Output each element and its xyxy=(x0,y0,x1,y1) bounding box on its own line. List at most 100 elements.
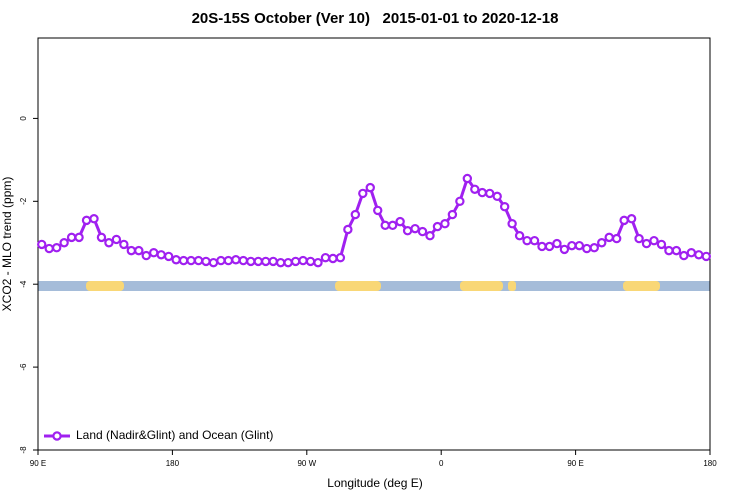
data-point xyxy=(253,256,263,267)
x-axis-label: Longitude (deg E) xyxy=(327,476,422,490)
land-band xyxy=(86,281,124,291)
x-tick-label: 0 xyxy=(439,459,444,468)
land-band xyxy=(335,281,381,291)
data-point xyxy=(134,245,144,256)
data-point xyxy=(589,243,599,253)
data-point xyxy=(305,256,316,267)
data-point xyxy=(679,250,689,261)
y-tick-label: 0 xyxy=(19,116,28,121)
data-point xyxy=(559,244,570,255)
x-tick-label: 90 E xyxy=(567,459,583,468)
land-band xyxy=(508,281,516,291)
data-point xyxy=(163,251,174,262)
data-point xyxy=(537,241,547,252)
x-tick-label: 90 E xyxy=(30,459,46,468)
data-point xyxy=(171,255,181,265)
data-point xyxy=(246,256,256,267)
x-tick-label: 90 W xyxy=(297,459,316,468)
data-point xyxy=(380,220,390,231)
data-point xyxy=(387,220,398,231)
data-point xyxy=(320,252,331,263)
data-point xyxy=(619,215,629,226)
data-point xyxy=(462,173,473,184)
data-point xyxy=(141,250,151,261)
data-point xyxy=(694,250,704,260)
data-point xyxy=(470,184,480,194)
y-tick-label: -4 xyxy=(19,280,28,288)
data-point xyxy=(626,214,637,224)
data-point xyxy=(275,257,286,268)
data-point xyxy=(238,255,249,266)
data-point xyxy=(641,238,652,249)
data-point xyxy=(328,253,338,264)
data-point xyxy=(231,255,241,265)
data-point xyxy=(343,224,353,235)
data-point xyxy=(223,255,234,266)
plot-frame xyxy=(37,37,711,451)
data-point xyxy=(216,255,226,266)
data-point xyxy=(582,243,592,254)
data-point xyxy=(44,243,54,254)
data-point xyxy=(290,256,301,267)
data-point xyxy=(649,235,659,246)
legend-label: Land (Nadir&Glint) and Ocean (Glint) xyxy=(76,428,273,442)
data-point xyxy=(686,248,697,258)
legend-item: Land (Nadir&Glint) and Ocean (Glint) xyxy=(44,428,273,442)
data-point xyxy=(335,252,346,263)
data-point xyxy=(611,233,622,244)
data-point xyxy=(604,232,614,243)
data-point xyxy=(149,248,159,258)
data-point xyxy=(298,255,308,266)
y-axis-label: XCO2 - MLO trend (ppm) xyxy=(0,177,14,312)
data-point xyxy=(447,209,458,220)
data-point xyxy=(701,251,711,262)
data-point xyxy=(119,239,129,250)
data-point xyxy=(485,188,495,199)
data-point xyxy=(261,256,271,267)
data-point xyxy=(268,256,278,267)
data-point xyxy=(597,238,607,248)
data-point xyxy=(104,238,114,248)
y-tick-label: -2 xyxy=(19,197,28,205)
data-point xyxy=(74,232,84,243)
data-point xyxy=(529,235,540,246)
data-point xyxy=(432,221,443,232)
data-point xyxy=(395,216,405,227)
y-tick-label: -8 xyxy=(19,446,28,454)
data-point xyxy=(193,255,204,266)
data-point xyxy=(492,191,502,202)
data-point xyxy=(455,196,465,207)
data-point xyxy=(283,257,293,268)
data-point xyxy=(186,255,196,266)
data-point xyxy=(358,188,368,199)
data-point xyxy=(656,239,667,250)
land-band xyxy=(460,281,503,291)
data-point xyxy=(373,205,383,216)
legend-marker xyxy=(52,431,62,441)
data-point xyxy=(664,245,674,256)
data-point xyxy=(671,245,682,256)
data-point xyxy=(574,240,585,251)
data-point xyxy=(126,245,137,256)
data-point xyxy=(417,226,428,237)
data-point xyxy=(66,232,77,243)
chart-title: 20S-15S October (Ver 10) 2015-01-01 to 2… xyxy=(192,10,559,27)
x-tick-label: 180 xyxy=(703,459,717,468)
land-band xyxy=(623,281,660,291)
data-point xyxy=(51,243,62,253)
data-point xyxy=(402,226,413,236)
data-point xyxy=(634,233,644,244)
data-point xyxy=(410,223,420,234)
y-tick-label: -6 xyxy=(19,363,28,371)
data-point xyxy=(156,250,166,260)
data-point xyxy=(111,234,122,245)
data-point xyxy=(425,231,435,241)
data-point xyxy=(59,238,69,248)
data-point xyxy=(365,182,375,193)
data-point xyxy=(201,256,211,267)
data-point xyxy=(552,238,562,249)
data-point xyxy=(89,214,99,224)
data-point xyxy=(514,231,525,241)
data-point xyxy=(208,257,219,268)
